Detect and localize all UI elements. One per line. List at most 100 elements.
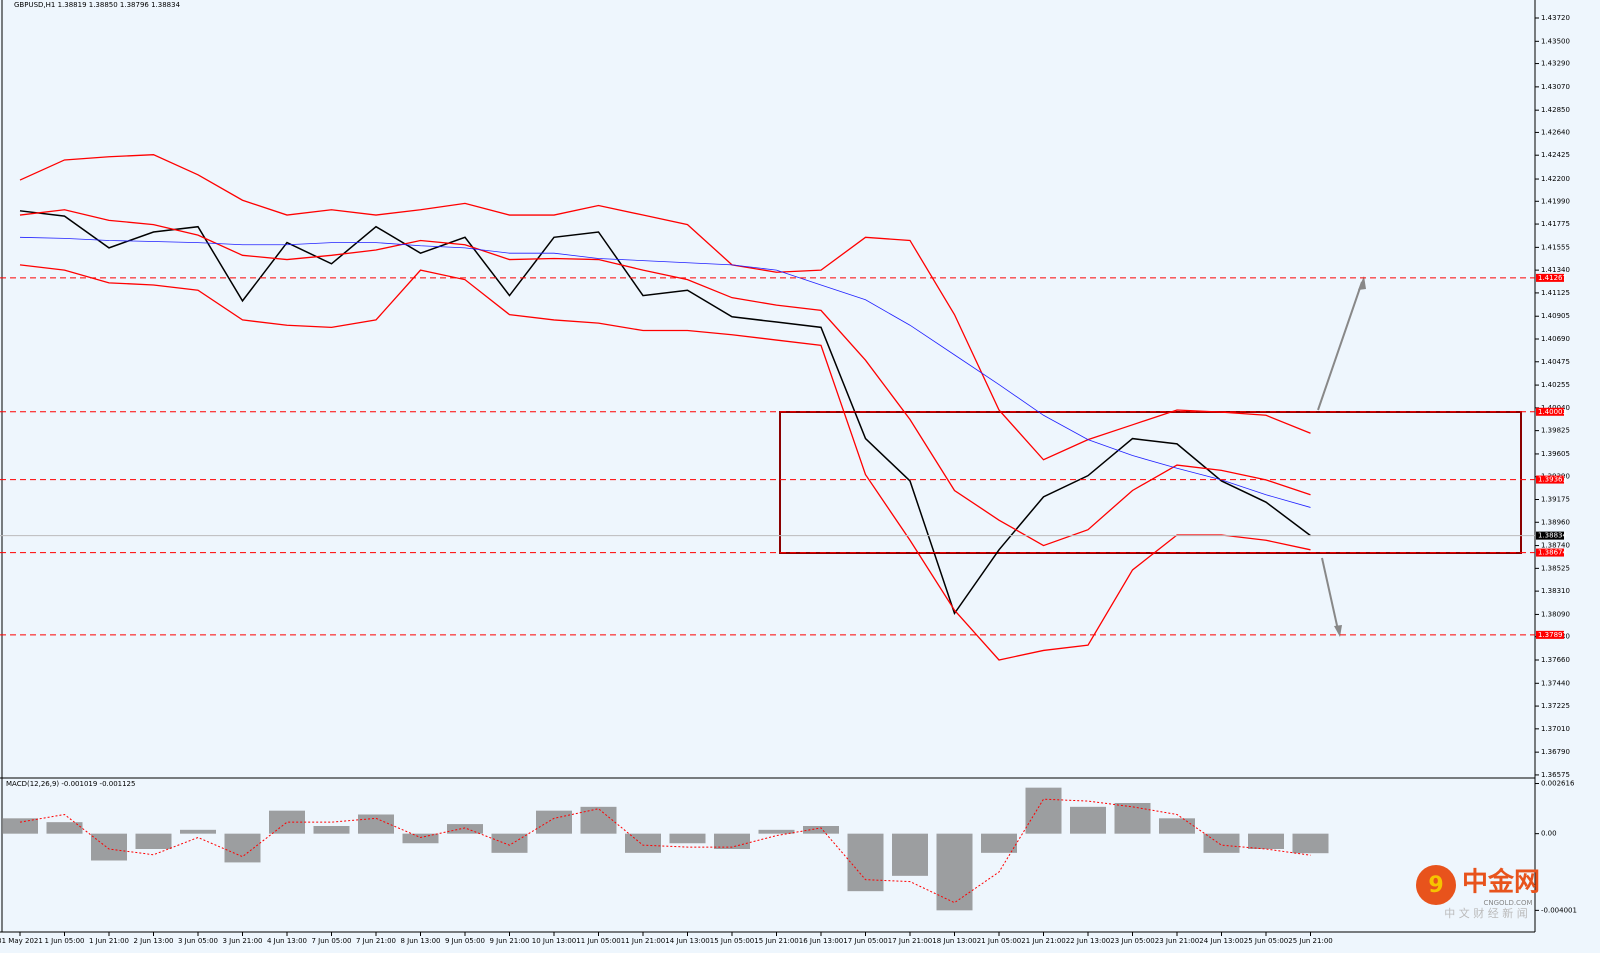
logo-slogan: 中 文 财 经 新 闻 [1444, 906, 1527, 920]
y-tick-label: 1.37010 [1541, 725, 1570, 733]
x-tick-label: 3 Jun 21:00 [222, 937, 262, 945]
y-tick-label: 1.38310 [1541, 587, 1570, 595]
x-tick-label: 24 Jun 13:00 [1199, 937, 1243, 945]
y-tick-label: 1.38525 [1541, 564, 1570, 572]
y-tick-label: 1.42425 [1541, 151, 1570, 159]
x-tick-label: 2 Jun 13:00 [133, 937, 173, 945]
x-tick-label: 23 Jun 21:00 [1155, 937, 1199, 945]
current-price-label: 1.38834 [1538, 532, 1567, 540]
symbol-header: GBPUSD,H1 1.38819 1.38850 1.38796 1.3883… [14, 1, 181, 9]
x-tick-label: 8 Jun 13:00 [400, 937, 440, 945]
y-tick-label: 1.38090 [1541, 610, 1570, 618]
level-tag [1536, 548, 1564, 557]
y-tick-label: 1.40690 [1541, 335, 1570, 343]
x-tick-label: 21 Jun 21:00 [1021, 937, 1065, 945]
x-tick-label: 14 Jun 13:00 [665, 937, 709, 945]
y-tick-label: 1.36790 [1541, 748, 1570, 756]
x-tick-label: 4 Jun 13:00 [267, 937, 307, 945]
level-label: 1.39363 [1538, 476, 1567, 484]
x-tick-label: 7 Jun 05:00 [311, 937, 351, 945]
y-tick-label: 1.41990 [1541, 197, 1570, 205]
y-tick-label: 1.42850 [1541, 106, 1570, 114]
x-tick-label: 1 Jun 05:00 [44, 937, 84, 945]
arrow-up [1317, 281, 1363, 411]
macd-bar [1159, 818, 1195, 834]
price-line [19, 210, 1311, 616]
y-tick-label: 1.37660 [1541, 656, 1570, 664]
level-label: 1.41267 [1538, 274, 1567, 282]
logo-site: CNGOLD.COM [1483, 899, 1532, 907]
x-tick-label: 7 Jun 21:00 [356, 937, 396, 945]
y-tick-label: 0.002616 [1541, 780, 1575, 788]
current-price-tag [1536, 531, 1564, 540]
macd-bar [847, 833, 884, 892]
macd-bar [313, 826, 350, 834]
y-tick-label: 1.37225 [1541, 702, 1570, 710]
x-tick-label: 21 Jun 05:00 [977, 937, 1021, 945]
x-tick-label: 10 Jun 13:00 [532, 937, 576, 945]
y-tick-label: 1.39175 [1541, 495, 1570, 503]
macd-bar [1203, 833, 1240, 853]
logo-brand: 中金网 [1462, 867, 1540, 898]
y-tick-label: 1.42640 [1541, 128, 1570, 136]
y-tick-label: 1.42200 [1541, 175, 1570, 183]
y-tick-label: 1.36575 [1541, 771, 1570, 779]
x-tick-label: 16 Jun 13:00 [799, 937, 843, 945]
y-tick-label: 1.41125 [1541, 289, 1570, 297]
macd-bar [758, 829, 795, 834]
x-tick-label: 9 Jun 05:00 [445, 937, 485, 945]
macd-bar [803, 826, 839, 834]
macd-bar [491, 833, 528, 853]
x-tick-label: 11 Jun 21:00 [621, 937, 665, 945]
x-tick-label: 25 Jun 05:00 [1244, 937, 1288, 945]
level-tag [1536, 273, 1564, 282]
y-tick-label: 1.41555 [1541, 243, 1570, 251]
arrow-up-head [1358, 276, 1366, 290]
y-tick-label: 1.38740 [1541, 542, 1570, 550]
y-tick-label: 1.43500 [1541, 37, 1570, 45]
macd-bar [714, 833, 750, 849]
level-label: 1.40003 [1538, 408, 1567, 416]
macd-bar [536, 810, 572, 834]
x-tick-label: 31 May 2021 [0, 937, 43, 945]
y-tick-label: 1.40475 [1541, 358, 1570, 366]
price-line [19, 209, 1311, 547]
macd-bar [892, 833, 928, 876]
macd-bar [1248, 833, 1284, 849]
y-tick-label: 1.40905 [1541, 312, 1570, 320]
y-tick-label: 1.41340 [1541, 266, 1570, 274]
macd-bar [669, 833, 706, 844]
x-tick-label: 17 Jun 21:00 [888, 937, 932, 945]
macd-bar [936, 833, 973, 911]
macd-bar [625, 833, 661, 853]
macd-bar [402, 833, 439, 844]
macd-bar [580, 806, 617, 834]
x-tick-label: 23 Jun 05:00 [1110, 937, 1154, 945]
x-tick-label: 15 Jun 05:00 [710, 937, 754, 945]
macd-bar [91, 833, 127, 861]
logo-mark [1416, 865, 1456, 905]
x-tick-label: 22 Jun 13:00 [1066, 937, 1110, 945]
macd-bar [358, 814, 394, 834]
macd-bar [447, 824, 483, 834]
y-tick-label: 1.39825 [1541, 427, 1570, 435]
x-tick-label: 9 Jun 21:00 [489, 937, 529, 945]
y-tick-label: 0.00 [1541, 830, 1557, 838]
level-tag [1536, 630, 1564, 639]
price-line [19, 236, 1311, 508]
price-line [19, 154, 1311, 461]
macd-bar [46, 822, 83, 834]
y-tick-label: -0.004001 [1541, 906, 1577, 914]
macd-bar [1114, 803, 1151, 834]
y-tick-label: 1.38960 [1541, 518, 1570, 526]
level-tag [1536, 407, 1564, 416]
macd-bar [1070, 806, 1106, 834]
arrow-down-head [1334, 625, 1342, 637]
level-label: 1.37897 [1538, 631, 1567, 639]
macd-bar [2, 818, 38, 834]
x-tick-label: 11 Jun 05:00 [576, 937, 620, 945]
y-tick-label: 1.43070 [1541, 83, 1570, 91]
macd-bar [981, 833, 1017, 853]
macd-bar [180, 829, 216, 834]
level-tag [1536, 475, 1564, 484]
